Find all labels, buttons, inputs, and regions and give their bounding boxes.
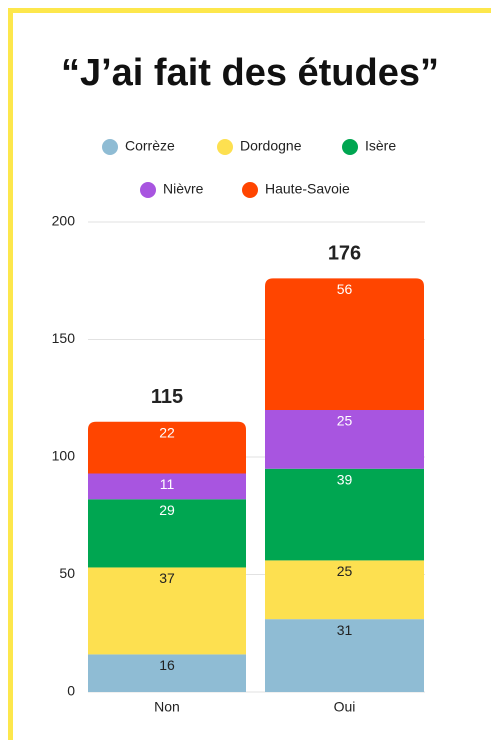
- segment-label: 11: [160, 476, 175, 492]
- legend-swatch: [242, 182, 258, 198]
- bar-segment: [265, 619, 424, 692]
- bar-segment: [265, 278, 424, 410]
- segment-label: 31: [337, 622, 353, 638]
- y-tick-label: 50: [59, 565, 75, 581]
- x-tick-label: Oui: [334, 699, 356, 715]
- bar-segment: [265, 560, 424, 620]
- chart-title: “J’ai fait des études”: [61, 52, 439, 94]
- legend-label: Nièvre: [163, 181, 204, 197]
- frame-top: [8, 8, 491, 13]
- bar-segment: [88, 473, 246, 500]
- legend-swatch: [102, 139, 118, 155]
- legend-label: Corrèze: [125, 138, 175, 154]
- bar-segment: [265, 468, 424, 561]
- bar-segment: [88, 654, 246, 692]
- y-tick-label: 0: [67, 683, 75, 699]
- bar-segment: [88, 421, 246, 474]
- bar-segment: [265, 410, 424, 469]
- segment-label: 37: [159, 570, 175, 586]
- segment-label: 56: [337, 281, 353, 297]
- legend-swatch: [140, 182, 156, 198]
- segment-label: 25: [337, 413, 353, 429]
- legend-label: Haute-Savoie: [265, 181, 350, 197]
- y-tick-label: 100: [52, 448, 76, 464]
- legend-swatch: [217, 139, 233, 155]
- legend-swatch: [342, 139, 358, 155]
- segment-label: 29: [159, 502, 175, 518]
- segment-label: 39: [337, 471, 353, 487]
- segment-label: 16: [159, 657, 175, 673]
- segment-label: 25: [337, 563, 353, 579]
- bar-segment: [88, 567, 246, 655]
- legend-label: Isère: [365, 138, 396, 154]
- segment-label: 22: [159, 424, 175, 440]
- bar-segment: [88, 499, 246, 568]
- legend-label: Dordogne: [240, 138, 302, 154]
- y-tick-label: 200: [52, 213, 76, 229]
- total-label: 176: [328, 243, 361, 265]
- y-tick-label: 150: [52, 330, 76, 346]
- total-label: 115: [151, 386, 183, 408]
- x-tick-label: Non: [154, 699, 180, 715]
- frame-left: [8, 8, 13, 740]
